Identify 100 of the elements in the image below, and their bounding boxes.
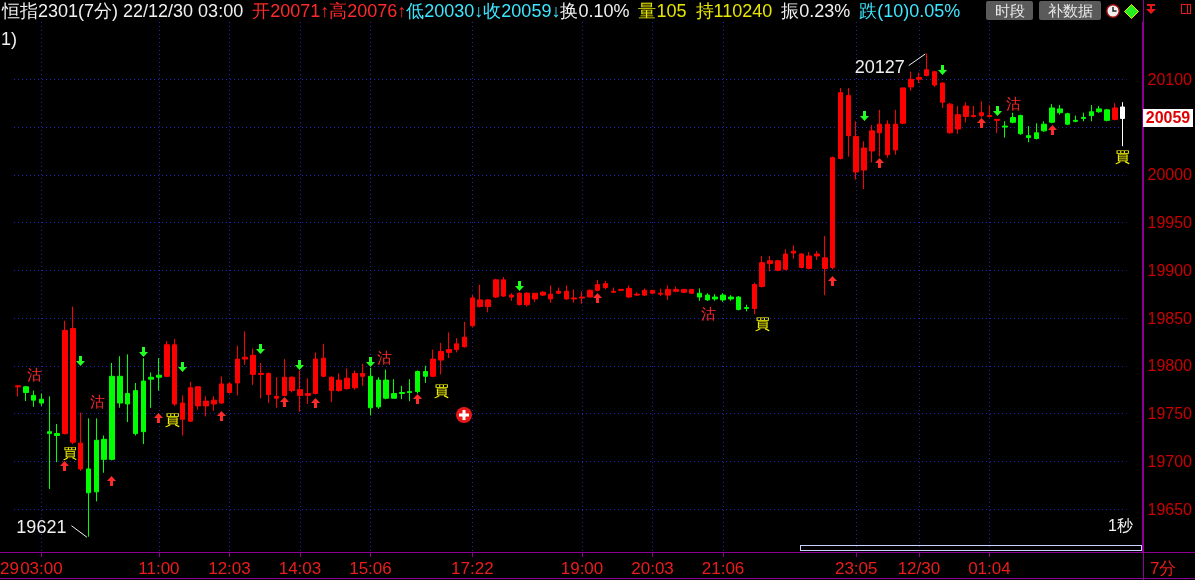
candlestick xyxy=(893,109,898,156)
candlestick xyxy=(117,355,123,409)
candlestick xyxy=(1018,114,1023,136)
candlestick xyxy=(1010,112,1016,124)
candlestick xyxy=(211,395,217,412)
x-tick-label: 03:00 xyxy=(20,559,63,578)
x-tick-label: 19:00 xyxy=(560,559,604,578)
candlestick xyxy=(274,376,279,409)
candlestick xyxy=(987,104,992,118)
candlestick xyxy=(493,278,499,299)
candlestick xyxy=(242,330,248,366)
candlestick xyxy=(556,286,561,295)
candlestick xyxy=(336,372,342,393)
candlestick xyxy=(1034,122,1039,140)
candlestick xyxy=(282,358,287,397)
candlestick xyxy=(611,286,616,294)
candlestick xyxy=(344,368,350,391)
candlestick xyxy=(799,252,804,269)
x-tick-label: 17:22 xyxy=(451,559,494,578)
candlestick xyxy=(203,395,209,417)
candlestick xyxy=(297,370,303,413)
candlestick xyxy=(1120,101,1125,147)
candlestick xyxy=(101,435,107,474)
candlestick xyxy=(501,276,506,298)
annotation: 買 xyxy=(63,445,78,462)
candlestick xyxy=(814,250,820,261)
y-tick-label: 19650 xyxy=(1147,500,1193,518)
candlestick xyxy=(266,371,271,404)
candlestick xyxy=(524,291,530,308)
candlestick xyxy=(736,295,741,311)
text: 7分 xyxy=(1150,559,1177,578)
text: 29 xyxy=(0,559,19,578)
candlestick xyxy=(642,287,647,297)
candlestick xyxy=(587,288,593,298)
candlestick xyxy=(720,292,726,303)
text: 量105 xyxy=(638,1,687,21)
candlestick xyxy=(148,371,154,409)
candlestick xyxy=(728,294,734,302)
candlestick xyxy=(963,101,969,123)
candlestick xyxy=(705,292,710,302)
candlestick xyxy=(908,71,914,92)
candlestick xyxy=(767,255,773,272)
text: 低20030↓ xyxy=(406,1,484,21)
candlestick xyxy=(689,288,694,295)
y-tick-label: 19850 xyxy=(1147,309,1193,327)
x-tick-label: 01:04 xyxy=(968,559,1011,578)
candlestick xyxy=(188,381,193,423)
annotation: 買 xyxy=(164,410,180,428)
chart-title: 恒指2301(7分) 22/12/30 03:00 xyxy=(2,1,244,21)
candlestick xyxy=(31,390,36,408)
candlestick xyxy=(1112,102,1118,121)
candlestick xyxy=(1073,115,1078,123)
candlestick xyxy=(924,53,929,77)
annotation: 沽 xyxy=(89,392,105,410)
candlestick xyxy=(1026,125,1031,143)
y-tick-label: 19950 xyxy=(1147,214,1193,232)
x-tick-label: 12:03 xyxy=(208,559,251,578)
candlestick xyxy=(579,290,585,305)
x-tick-label: 12/30 xyxy=(897,559,941,578)
candlestick xyxy=(156,357,162,392)
candlestick xyxy=(164,340,170,378)
candlestick xyxy=(368,367,373,416)
candlestick xyxy=(783,248,788,271)
candlestick xyxy=(673,286,679,293)
candlestick xyxy=(658,287,663,297)
candlestick xyxy=(86,417,91,538)
annotation: 買 xyxy=(433,381,449,399)
button: 时段 xyxy=(986,1,1033,20)
candlestick xyxy=(258,362,264,399)
candlestick xyxy=(125,353,130,423)
candlestick xyxy=(1081,112,1086,122)
candlestick xyxy=(454,337,459,353)
candlestick xyxy=(78,412,83,472)
candlestick xyxy=(141,357,146,445)
candlestick xyxy=(446,331,452,359)
candlestick xyxy=(971,105,976,118)
candlestick xyxy=(697,287,702,302)
annotation: 沽 xyxy=(27,365,43,383)
candlestick xyxy=(916,72,922,84)
candlestick xyxy=(195,386,201,411)
candlestick xyxy=(383,369,389,400)
candlestick xyxy=(23,385,29,402)
y-tick-label: 19900 xyxy=(1147,261,1193,279)
x-tick-label: 20:03 xyxy=(631,559,674,578)
candlestick xyxy=(744,304,749,312)
x-tick-label: 14:03 xyxy=(278,559,322,578)
candlestick xyxy=(235,345,240,396)
candlestick xyxy=(54,423,60,463)
candlestick xyxy=(853,120,859,181)
candlestick xyxy=(313,351,318,395)
text: 振0.23% xyxy=(781,1,851,21)
candlestick xyxy=(438,342,444,375)
candlestick xyxy=(172,338,177,407)
candlestick xyxy=(423,365,428,384)
candlestick xyxy=(838,87,843,161)
annotation: 沽 xyxy=(700,304,716,322)
annotation: 買 xyxy=(1115,147,1131,165)
x-tick-label: 21:06 xyxy=(701,559,745,578)
candlestick xyxy=(15,384,21,397)
candlestick xyxy=(250,348,256,386)
